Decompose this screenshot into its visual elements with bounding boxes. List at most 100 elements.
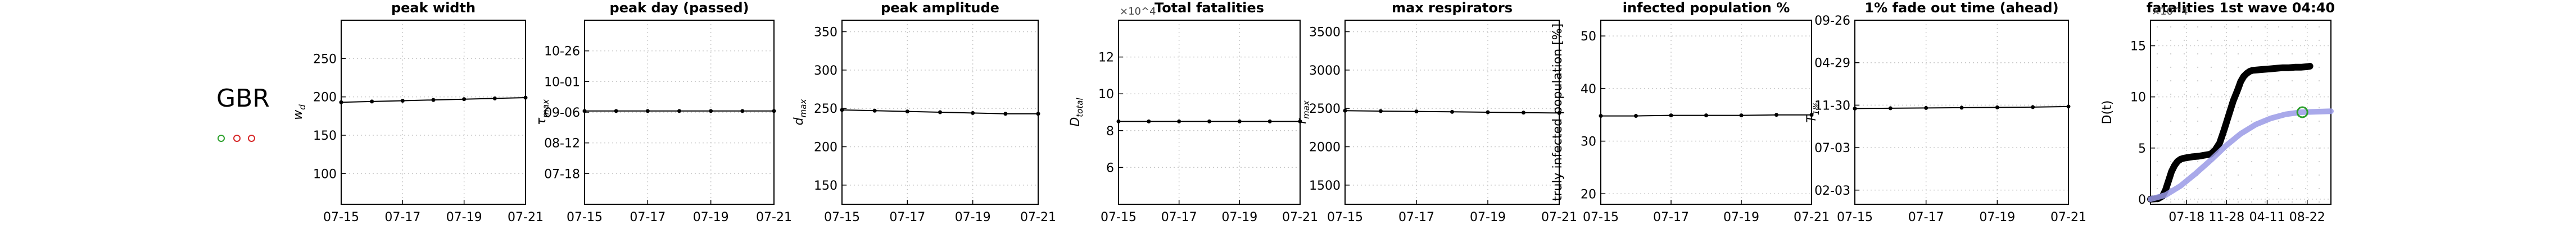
data-point — [709, 109, 713, 113]
background-dot — [2183, 174, 2185, 176]
y-tick-label: 3500 — [1309, 26, 1341, 40]
background-dot — [2197, 66, 2199, 68]
background-dot — [2305, 134, 2307, 136]
y-tick-label: 09-26 — [1814, 14, 1850, 28]
y-tick-label: 5 — [2138, 142, 2146, 156]
data-point — [1379, 109, 1383, 113]
background-dot — [2291, 93, 2293, 95]
data-point — [740, 109, 745, 113]
y-tick-label: 1500 — [1309, 179, 1341, 193]
data-point — [1557, 111, 1561, 115]
background-dot — [2264, 147, 2266, 149]
background-dot — [2305, 201, 2307, 203]
background-dot — [2264, 53, 2266, 55]
background-dot — [2251, 80, 2253, 82]
background-dot — [2305, 26, 2307, 28]
background-dot — [2210, 147, 2212, 149]
background-dot — [2210, 174, 2212, 176]
background-dot — [2224, 107, 2226, 109]
background-dot — [2251, 147, 2253, 149]
data-point — [1414, 109, 1419, 114]
background-dot — [2251, 26, 2253, 28]
background-dot — [2237, 174, 2239, 176]
y-axis-label: D(t) — [2100, 100, 2115, 125]
indicator-red-1 — [233, 135, 241, 142]
background-dot — [2170, 120, 2172, 122]
x-tick-label: 07-21 — [756, 210, 792, 224]
background-dot — [2237, 201, 2239, 203]
y-tick-label: 20 — [1581, 187, 1596, 201]
x-tick-label: 07-19 — [1470, 210, 1506, 224]
background-dot — [2251, 39, 2253, 42]
data-point — [971, 111, 975, 115]
x-tick-label: 11-28 — [2208, 210, 2244, 224]
y-axis-label: rmax — [1295, 100, 1311, 124]
chart-title: peak amplitude — [881, 0, 999, 16]
x-tick-label: 07-15 — [323, 210, 359, 224]
data-point — [2031, 105, 2035, 109]
background-dot — [2183, 39, 2185, 42]
background-dot — [2183, 53, 2185, 55]
background-dot — [2237, 53, 2239, 55]
marker-circle — [2296, 106, 2308, 118]
x-tick-label: 07-19 — [1221, 210, 1257, 224]
data-point — [1207, 119, 1211, 123]
data-point — [1036, 112, 1040, 116]
background-dot — [2197, 80, 2199, 82]
x-tick-label: 07-18 — [2168, 210, 2204, 224]
background-dot — [2251, 187, 2253, 190]
background-dot — [2291, 26, 2293, 28]
y-tick-label: 04-29 — [1814, 57, 1850, 71]
background-dot — [2197, 26, 2199, 28]
background-dot — [2183, 66, 2185, 68]
background-dot — [2251, 160, 2253, 163]
background-dot — [2318, 66, 2320, 68]
background-dot — [2197, 147, 2199, 149]
y-tick-label: 100 — [313, 167, 337, 181]
data-point — [339, 100, 343, 104]
background-dot — [2278, 39, 2280, 42]
background-dot — [2210, 53, 2212, 55]
background-dot — [2278, 174, 2280, 176]
data-point — [400, 99, 405, 103]
plot-frame — [1600, 20, 1812, 205]
y-tick-label: 10 — [2130, 91, 2146, 105]
background-dot — [2251, 201, 2253, 203]
y-axis-label: τmax — [535, 99, 551, 125]
x-tick-label: 07-21 — [2050, 210, 2086, 224]
y-tick-label: 40 — [1581, 82, 1596, 97]
background-dot — [2237, 107, 2239, 109]
background-dot — [2156, 80, 2158, 82]
background-dot — [2291, 53, 2293, 55]
data-point — [1177, 119, 1181, 123]
background-dot — [2156, 147, 2158, 149]
data-point — [1522, 111, 1525, 115]
background-dot — [2251, 93, 2253, 95]
background-dot — [2305, 39, 2307, 42]
background-dot — [2197, 53, 2199, 55]
background-dot — [2156, 39, 2158, 42]
data-point — [772, 109, 776, 113]
y-tick-label: 09-06 — [544, 106, 580, 120]
x-tick-label: 04-11 — [2249, 210, 2285, 224]
x-tick-label: 07-15 — [1327, 210, 1363, 224]
y-tick-label: 07-03 — [1814, 141, 1850, 155]
y-tick-label: 08-12 — [544, 137, 580, 151]
background-dot — [2251, 107, 2253, 109]
y-tick-label: 10-26 — [544, 45, 580, 59]
background-dot — [2264, 174, 2266, 176]
background-dot — [2210, 107, 2212, 109]
chart-title: Total fatalities — [1155, 0, 1264, 16]
background-dot — [2278, 187, 2280, 190]
background-dot — [2318, 39, 2320, 42]
scale-label: ×10^4 — [2152, 6, 2188, 17]
background-dot — [2183, 120, 2185, 122]
background-dot — [2251, 120, 2253, 122]
x-tick-label: 07-21 — [1020, 210, 1056, 224]
background-dot — [2305, 160, 2307, 163]
background-dot — [2170, 134, 2172, 136]
background-dot — [2224, 174, 2226, 176]
background-dot — [2197, 39, 2199, 42]
background-dot — [2264, 26, 2266, 28]
